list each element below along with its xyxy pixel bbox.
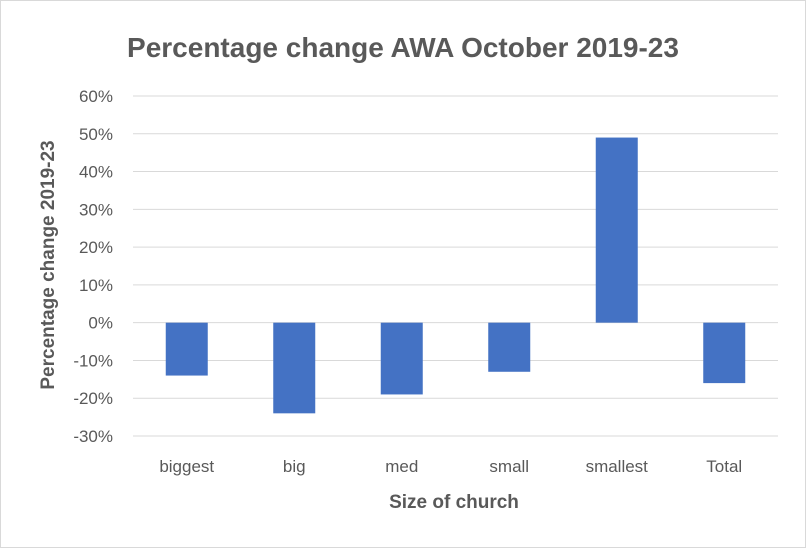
x-tick-label: med (385, 457, 418, 476)
x-axis-ticks: biggest big med small smallest Total (159, 457, 742, 476)
y-tick-label: 20% (79, 238, 113, 257)
y-tick-label: 30% (79, 200, 113, 219)
y-tick-label: -20% (73, 389, 113, 408)
y-tick-label: 10% (79, 276, 113, 295)
y-tick-label: 0% (88, 314, 113, 333)
x-tick-label: big (283, 457, 306, 476)
y-tick-label: -30% (73, 427, 113, 446)
bar-med (380, 322, 423, 395)
x-tick-label: small (489, 457, 529, 476)
chart-title: Percentage change AWA October 2019-23 (127, 32, 679, 63)
y-axis-ticks: 60% 50% 40% 30% 20% 10% 0% -10% -20% -30% (73, 87, 113, 446)
bar-total (703, 322, 746, 384)
y-tick-label: 50% (79, 125, 113, 144)
bar-big (273, 322, 316, 414)
y-tick-label: 40% (79, 163, 113, 182)
gridlines (133, 95, 778, 437)
x-tick-label: smallest (586, 457, 649, 476)
y-axis-title: Percentage change 2019-23 (38, 140, 59, 389)
x-tick-label: Total (706, 457, 742, 476)
bar-biggest (165, 322, 208, 376)
bar-small (488, 322, 531, 372)
bar-smallest (595, 137, 638, 323)
y-tick-label: 60% (79, 87, 113, 106)
bars (165, 137, 746, 414)
y-tick-label: -10% (73, 351, 113, 370)
x-tick-label: biggest (159, 457, 214, 476)
x-axis-title: Size of church (389, 492, 519, 513)
